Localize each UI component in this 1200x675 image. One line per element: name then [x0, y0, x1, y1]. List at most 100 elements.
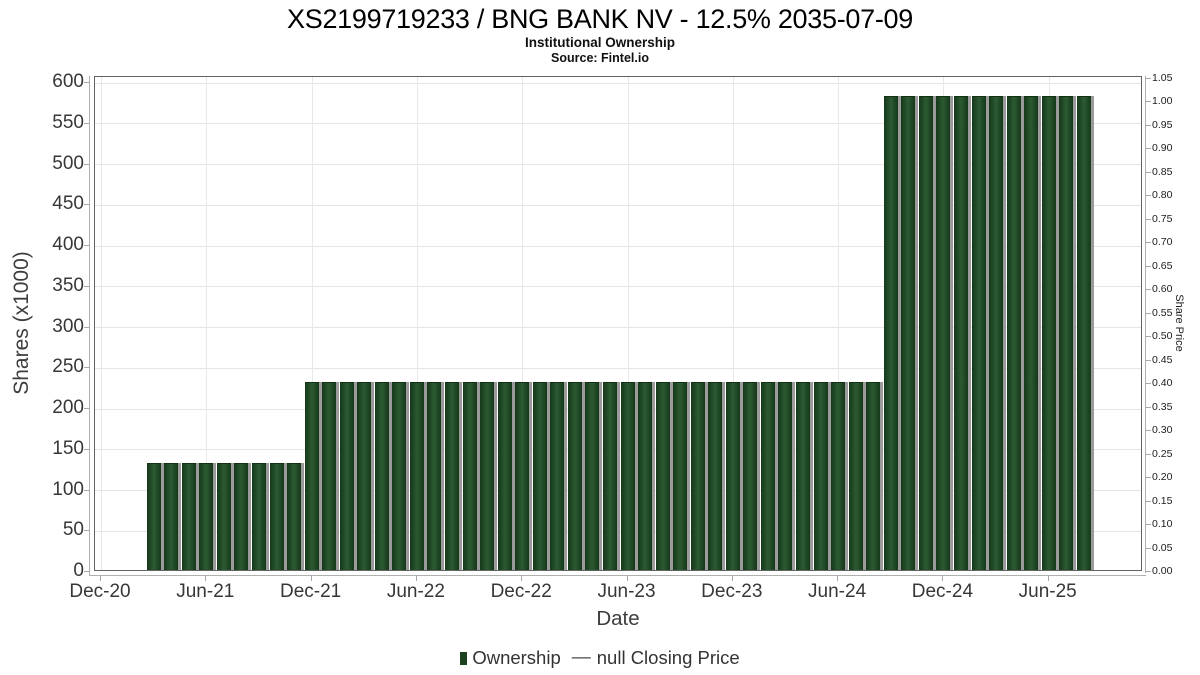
y-axis-tick-label-left: 600: [52, 71, 84, 92]
y-axis-tick-label-right: 0.90: [1152, 142, 1173, 155]
ownership-bar: [989, 96, 1004, 570]
y-axis-tick-mark-left: [84, 245, 90, 246]
ownership-bar: [743, 381, 758, 570]
y-axis-tick-mark-left: [84, 367, 90, 369]
gridline-vertical: [416, 77, 418, 570]
x-axis-tick-label: Jun-24: [808, 581, 867, 602]
x-axis-tick-mark: [942, 575, 944, 581]
y-axis-title-left: Shares (x1000): [10, 251, 33, 395]
y-axis-tick-label-right: 0.45: [1152, 353, 1173, 366]
ownership-bar: [760, 381, 775, 570]
x-axis-tick-label: Jun-22: [386, 581, 445, 602]
x-axis-title: Date: [596, 607, 640, 630]
ownership-bar: [690, 381, 705, 570]
x-axis-tick-mark: [415, 575, 417, 581]
y-axis-tick-label-left: 250: [52, 356, 84, 378]
ownership-bar: [339, 381, 354, 570]
plot-area: [94, 76, 1142, 571]
y-axis-tick-mark-right: [1145, 171, 1151, 173]
ownership-bar: [445, 381, 459, 570]
ownership-bar: [883, 96, 898, 570]
ownership-bar: [901, 96, 916, 570]
y-axis-tick-mark-right: [1145, 124, 1151, 126]
ownership-bar: [322, 381, 337, 570]
closing-price-legend-line-icon: —: [571, 647, 591, 668]
ownership-bar: [515, 381, 530, 570]
gridline-horizontal: [95, 123, 1141, 125]
ownership-bar: [427, 381, 442, 570]
y-axis-tick-label-right: 0.35: [1152, 400, 1173, 413]
ownership-bar: [480, 381, 495, 570]
y-axis-tick-mark-right: [1145, 336, 1151, 338]
ownership-bar: [848, 381, 863, 570]
gridline-vertical: [627, 77, 629, 570]
x-axis-tick-label: Dec-22: [490, 581, 552, 602]
y-axis-tick-label-right: 0.20: [1152, 471, 1173, 484]
x-axis-tick-label: Dec-24: [911, 581, 974, 602]
ownership-bar: [796, 381, 810, 570]
ownership-bar: [146, 463, 161, 570]
ownership-bar: [392, 381, 407, 570]
chart-title: XS2199719233 / BNG BANK NV - 12.5% 2035-…: [287, 4, 913, 34]
ownership-bar: [971, 96, 986, 570]
gridline-horizontal: [95, 286, 1141, 288]
gridline-horizontal: [95, 204, 1141, 206]
ownership-bar: [1024, 96, 1039, 570]
ownership-bar: [1076, 96, 1091, 570]
gridline-horizontal: [95, 490, 1141, 491]
y-axis-tick-mark-left: [84, 82, 90, 83]
ownership-bar: [655, 381, 670, 570]
y-axis-tick-mark-left: [84, 408, 90, 409]
ownership-bar: [216, 463, 231, 570]
ownership-bar: [602, 381, 617, 570]
y-axis-title-right: Share Price: [1173, 294, 1185, 352]
ownership-bar: [251, 463, 266, 570]
ownership-bar: [813, 381, 828, 570]
x-axis-tick-mark: [1047, 575, 1049, 581]
y-axis-tick-mark-left: [84, 571, 90, 572]
y-axis-tick-label-right: 0.25: [1152, 447, 1173, 460]
y-axis-tick-label-left: 200: [52, 397, 84, 418]
y-axis-tick-mark-right: [1145, 101, 1151, 103]
y-axis-tick-label-right: 0.85: [1152, 165, 1173, 178]
gridline-vertical: [838, 77, 840, 570]
gridline-horizontal: [95, 449, 1141, 451]
x-axis-tick-mark: [626, 575, 628, 581]
y-axis-tick-mark-right: [1145, 242, 1151, 244]
ownership-bar: [620, 381, 635, 570]
y-axis-tick-label-left: 450: [52, 193, 84, 215]
y-axis-tick-label-right: 0.80: [1152, 189, 1173, 202]
y-axis-tick-label-left: 0: [73, 560, 84, 581]
x-axis-tick-mark: [100, 575, 101, 581]
gridline-horizontal: [95, 408, 1141, 410]
y-axis-tick-label-right: 0.10: [1152, 518, 1173, 531]
ownership-bar: [708, 381, 723, 570]
x-axis-tick-label: Dec-21: [279, 581, 342, 602]
y-axis-tick-mark-left: [84, 326, 90, 328]
gridline-horizontal: [95, 164, 1141, 165]
y-axis-tick-mark-right: [1145, 477, 1151, 479]
ownership-bar: [269, 463, 284, 570]
y-axis-tick-mark-right: [1145, 265, 1151, 267]
gridline-vertical: [101, 77, 102, 570]
x-axis-tick-mark: [521, 575, 523, 581]
x-axis-tick-label: Dec-20: [69, 581, 131, 602]
gridline-horizontal: [95, 367, 1141, 369]
x-axis-tick-mark: [731, 575, 733, 581]
ownership-bar: [725, 381, 740, 570]
ownership-bar: [585, 381, 600, 570]
y-axis-tick-label-right: 0.60: [1152, 283, 1173, 296]
ownership-bar: [181, 463, 196, 570]
y-axis-tick-mark-left: [84, 122, 90, 124]
ownership-bar: [357, 381, 372, 570]
ownership-bar: [953, 96, 968, 570]
ownership-bar: [778, 381, 793, 570]
ownership-bar: [287, 463, 302, 570]
ownership-bar: [638, 381, 653, 570]
left-axis-spine: [89, 76, 90, 576]
y-axis-tick-mark-left: [84, 530, 90, 532]
ownership-bar: [164, 463, 179, 570]
y-axis-tick-label-right: 1.05: [1152, 72, 1173, 84]
gridline-horizontal: [95, 245, 1141, 247]
y-axis-tick-mark-right: [1145, 500, 1151, 502]
